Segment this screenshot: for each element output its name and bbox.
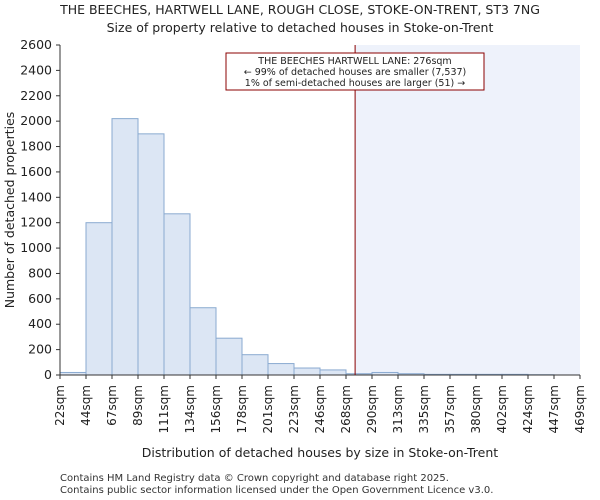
x-tick-label-156sqm: 156sqm: [209, 385, 223, 433]
y-tick-label-2000: 2000: [20, 113, 52, 128]
bar-223sqm: [293, 367, 321, 376]
y-tick-label-2400: 2400: [20, 62, 52, 77]
x-tick-label-67sqm: 67sqm: [105, 385, 119, 426]
x-tick-label-424sqm: 424sqm: [521, 385, 535, 433]
annotation-line-2: ← 99% of detached houses are smaller (7,…: [244, 67, 467, 78]
bar-201sqm: [267, 363, 295, 376]
bar-134sqm: [189, 307, 217, 376]
x-tick-label-357sqm: 357sqm: [443, 385, 457, 433]
bar-44sqm: [85, 222, 113, 376]
annotation-line-1: THE BEECHES HARTWELL LANE: 276sqm: [257, 56, 451, 67]
y-tick-label-1600: 1600: [20, 164, 52, 179]
bar-246sqm: [319, 369, 347, 376]
x-tick-label-178sqm: 178sqm: [235, 385, 249, 433]
y-tick-label-800: 800: [28, 265, 52, 280]
x-tick-label-22sqm: 22sqm: [53, 385, 67, 426]
x-tick-label-380sqm: 380sqm: [469, 385, 483, 433]
y-tick-label-1800: 1800: [20, 139, 52, 154]
footer-line-2: Contains public sector information licen…: [60, 485, 494, 496]
y-tick-label-0: 0: [44, 367, 52, 382]
y-tick-label-2600: 2600: [20, 37, 52, 52]
chart-subtitle: Size of property relative to detached ho…: [106, 20, 494, 35]
bar-156sqm: [215, 337, 243, 376]
x-tick-label-111sqm: 111sqm: [157, 385, 171, 433]
x-tick-label-201sqm: 201sqm: [261, 385, 275, 433]
x-tick-label-89sqm: 89sqm: [131, 385, 145, 426]
y-tick-label-200: 200: [28, 342, 52, 357]
y-tick-label-1200: 1200: [20, 215, 52, 230]
x-tick-label-313sqm: 313sqm: [391, 385, 405, 433]
annotation-box: [225, 52, 485, 91]
footer-line-1: Contains HM Land Registry data © Crown c…: [60, 473, 449, 484]
x-tick-label-223sqm: 223sqm: [287, 385, 301, 433]
x-tick-label-335sqm: 335sqm: [417, 385, 431, 433]
y-tick-label-400: 400: [28, 316, 52, 331]
x-tick-label-469sqm: 469sqm: [573, 385, 587, 433]
y-tick-label-1400: 1400: [20, 189, 52, 204]
y-axis-title: Number of detached properties: [2, 112, 17, 309]
y-tick-label-2200: 2200: [20, 88, 52, 103]
bar-89sqm: [137, 133, 165, 376]
bar-178sqm: [241, 354, 269, 376]
bar-chart: 0 200 400 600 800 1000 1200 1400 1600 1800 2000 220…: [2, 37, 587, 460]
x-tick-label-44sqm: 44sqm: [79, 385, 93, 426]
chart-title: THE BEECHES, HARTWELL LANE, ROUGH CLOSE,…: [60, 2, 540, 17]
x-tick-label-402sqm: 402sqm: [495, 385, 509, 433]
y-tick-label-1000: 1000: [20, 240, 52, 255]
y-tick-label-600: 600: [28, 291, 52, 306]
x-tick-label-246sqm: 246sqm: [313, 385, 327, 433]
highlight-region: [355, 45, 580, 375]
bar-111sqm: [163, 213, 191, 376]
x-tick-label-268sqm: 268sqm: [339, 385, 353, 433]
x-tick-label-447sqm: 447sqm: [547, 385, 561, 433]
x-tick-label-290sqm: 290sqm: [365, 385, 379, 433]
x-tick-label-134sqm: 134sqm: [183, 385, 197, 433]
annotation-line-3: 1% of semi-detached houses are larger (5…: [245, 78, 465, 89]
bar-67sqm: [111, 118, 139, 376]
x-axis-title: Distribution of detached houses by size …: [142, 445, 498, 460]
